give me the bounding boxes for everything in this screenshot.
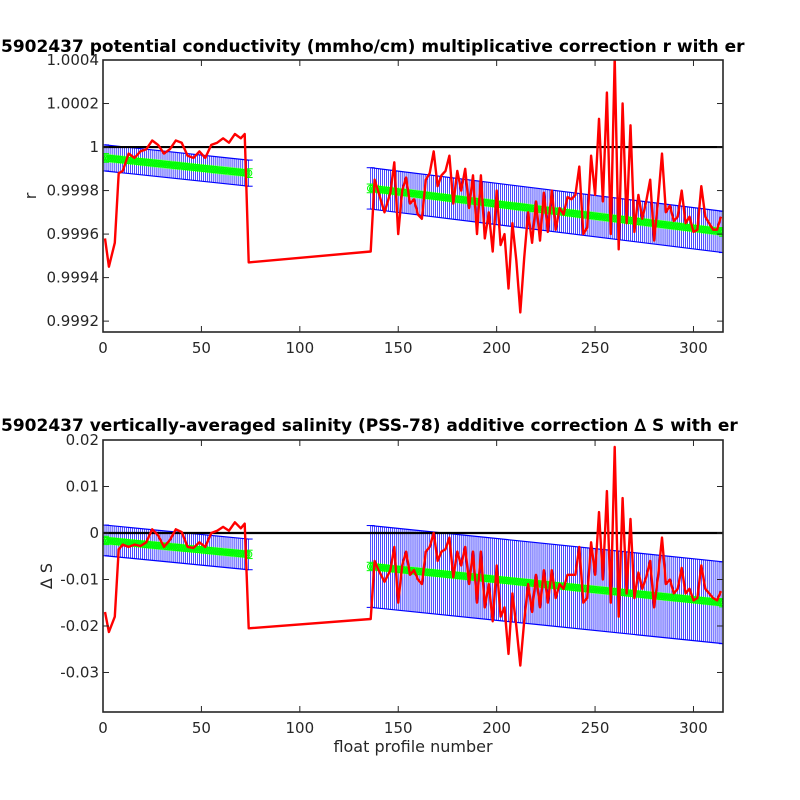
y-tick-label: -0.01 — [60, 570, 99, 588]
y-tick-label: 0.9998 — [47, 182, 100, 200]
x-tick-label: 150 — [384, 339, 413, 357]
y-axis-label: r — [21, 192, 40, 199]
x-tick-label: 200 — [482, 339, 511, 357]
plot-area — [103, 445, 723, 667]
x-tick-label: 50 — [192, 719, 211, 737]
y-tick-label: 0.9994 — [47, 269, 100, 287]
series-line-1 — [103, 60, 723, 314]
fit-segment-1 — [103, 524, 253, 571]
x-tick-label: 250 — [581, 719, 610, 737]
x-tick-label: 300 — [679, 339, 708, 357]
x-tick-label: 150 — [384, 719, 413, 737]
x-tick-label: 100 — [286, 719, 315, 737]
y-tick-label: 1.0002 — [47, 95, 100, 113]
series-line-1 — [103, 445, 723, 667]
y-tick-label: -0.02 — [60, 617, 99, 635]
x-tick-label: 250 — [581, 339, 610, 357]
y-tick-label: -0.03 — [60, 663, 99, 681]
y-tick-label: 0.02 — [66, 431, 99, 449]
x-tick-label: 100 — [286, 339, 315, 357]
x-tick-label: 0 — [98, 719, 108, 737]
fit-segment-2 — [366, 524, 723, 645]
x-tick-label: 50 — [192, 339, 211, 357]
outer-error-lower — [104, 170, 249, 187]
axes-box — [102, 439, 724, 713]
y-tick-label: 1.0004 — [47, 51, 100, 69]
x-tick-label: 0 — [98, 339, 108, 357]
x-tick-label: 200 — [482, 719, 511, 737]
y-axis-label: ∆ S — [37, 563, 56, 590]
x-axis-label: float profile number — [333, 737, 493, 756]
y-tick-label: 0.01 — [66, 477, 99, 495]
y-tick-label: 1 — [89, 138, 99, 156]
panel-conductivity-correction: 0 50 100 150 200 250 300 0.9992 0.9994 0.9996 0.99… — [1, 37, 745, 357]
y-tick-label: 0 — [89, 524, 99, 542]
x-tick-label: 300 — [679, 719, 708, 737]
plot-area — [103, 60, 723, 314]
chart-title: 5902437 vertically-averaged salinity (PS… — [1, 416, 738, 436]
outer-error-lower — [104, 555, 249, 571]
chart-title: 5902437 potential conductivity (mmho/cm)… — [1, 37, 745, 57]
y-tick-label: 0.9992 — [47, 312, 100, 330]
panel-salinity-correction: 0 50 100 150 200 250 300 -0.03 -0.02 -0.01 0 0.01 0.… — [1, 416, 738, 756]
outer-error-lower — [370, 606, 723, 645]
axes-box — [102, 59, 724, 333]
y-tick-label: 0.9996 — [47, 225, 100, 243]
